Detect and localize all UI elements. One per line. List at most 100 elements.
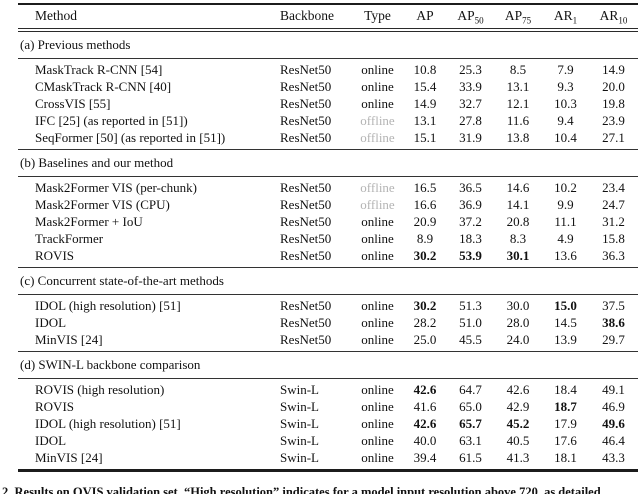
- cell-type: online: [361, 332, 394, 347]
- cell-metric-ar1: 13.6: [554, 248, 577, 263]
- cell-metric-ar1: 10.2: [554, 180, 577, 195]
- cell-metric-ar10: 38.6: [602, 315, 625, 330]
- cell-metric-ap50: 64.7: [459, 382, 482, 397]
- cell-metric-ap: 42.6: [413, 416, 437, 431]
- cell-method: ROVIS (high resolution): [35, 382, 165, 397]
- cell-metric-ap50: 27.8: [459, 113, 482, 128]
- cell-metric-ap75: 13.8: [506, 130, 530, 145]
- cell-metric-ar1: 15.0: [554, 298, 577, 313]
- cell-metric-ar10: 23.9: [602, 113, 625, 128]
- cell-metric-ar1: 9.4: [557, 113, 574, 128]
- cell-method: Mask2Former + IoU: [35, 214, 143, 229]
- column-header-method: Method: [35, 8, 77, 23]
- table-row: IDOL Swin-L online 40.0 63.1 40.5 17.6 46.4: [18, 432, 638, 449]
- section-header-row: (d) SWIN-L backbone comparison: [18, 351, 638, 379]
- cell-metric-ap50: 36.9: [459, 197, 482, 212]
- cell-type: online: [361, 62, 394, 77]
- column-header-backbone: Backbone: [280, 8, 334, 23]
- cell-method: ROVIS: [35, 248, 75, 263]
- cell-type: offline: [360, 113, 395, 128]
- cell-backbone: Swin-L: [280, 382, 319, 397]
- table-caption-text: 2. Results on OVIS validation set. “High…: [2, 485, 601, 494]
- cell-metric-ap75: 11.6: [506, 113, 530, 128]
- cell-metric-ap50: 32.7: [459, 96, 482, 111]
- cell-metric-ap75: 8.3: [509, 231, 527, 246]
- cell-metric-ap: 39.4: [413, 450, 437, 465]
- cell-metric-ap75: 12.1: [506, 96, 530, 111]
- table-row: SeqFormer [50] (as reported in [51]) ResN…: [18, 129, 638, 150]
- cell-metric-ap: 15.1: [413, 130, 437, 145]
- cell-metric-ar1: 17.6: [554, 433, 577, 448]
- column-header-ap: AP: [416, 8, 434, 23]
- cell-type: offline: [360, 180, 395, 195]
- cell-metric-ar10: 20.0: [602, 79, 625, 94]
- cell-metric-ap75: 30.1: [506, 248, 530, 263]
- column-header-ap75: AP75: [504, 8, 532, 26]
- table-row: ROVIS Swin-L online 41.6 65.0 42.9 18.7 46.9: [18, 398, 638, 415]
- table-row: IDOL (high resolution) [51] ResNet50 onlin…: [18, 295, 638, 315]
- cell-metric-ap75: 14.1: [506, 197, 530, 212]
- cell-metric-ar1: 14.5: [554, 315, 577, 330]
- table-row: CrossVIS [55] ResNet50 online 14.9 32.7 12.1 1…: [18, 95, 638, 112]
- cell-metric-ap50: 36.5: [459, 180, 482, 195]
- cell-metric-ap50: 37.2: [459, 214, 482, 229]
- cell-metric-ap: 20.9: [413, 214, 437, 229]
- section-header-row: (b) Baselines and our method: [18, 149, 638, 177]
- cell-metric-ar10: 36.3: [602, 248, 625, 263]
- cell-metric-ap75: 28.0: [506, 315, 530, 330]
- cell-method: Mask2Former VIS (CPU): [35, 197, 170, 212]
- column-header-type: Type: [364, 8, 391, 23]
- cell-method: IDOL: [35, 315, 67, 330]
- cell-backbone: ResNet50: [280, 214, 332, 229]
- cell-metric-ar1: 7.9: [557, 62, 574, 77]
- cell-metric-ap: 42.6: [413, 382, 437, 397]
- table-row: ROVIS ResNet50 online 30.2 53.9 30.1 13.6 36.3: [18, 247, 638, 268]
- cell-type: online: [361, 214, 394, 229]
- cell-backbone: ResNet50: [280, 180, 332, 195]
- cell-method: ROVIS: [35, 399, 75, 414]
- cell-metric-ap75: 42.6: [506, 382, 530, 397]
- table-row: CMaskTrack R-CNN [40] ResNet50 online 15.4 3…: [18, 78, 638, 95]
- cell-metric-ap: 41.6: [413, 399, 437, 414]
- cell-metric-ap75: 20.8: [506, 214, 530, 229]
- results-table: Method Backbone Type AP AP50 AP75 AR1 AR10 (a) …: [18, 3, 638, 472]
- cell-metric-ar10: 27.1: [602, 130, 625, 145]
- cell-metric-ap75: 42.9: [506, 399, 530, 414]
- cell-backbone: ResNet50: [280, 298, 332, 313]
- cell-type: online: [361, 298, 394, 313]
- cell-metric-ap: 13.1: [413, 113, 437, 128]
- table-row: Mask2Former VIS (per-chunk) ResNet50 offli…: [18, 177, 638, 197]
- cell-metric-ap50: 31.9: [459, 130, 482, 145]
- cell-type: online: [361, 382, 394, 397]
- table-row: Mask2Former VIS (CPU) ResNet50 offline 16.6…: [18, 196, 638, 213]
- section-title: (d) SWIN-L backbone comparison: [18, 351, 638, 379]
- cell-metric-ar10: 46.4: [602, 433, 625, 448]
- section-title: (c) Concurrent state-of-the-art methods: [18, 267, 638, 295]
- cell-metric-ap50: 65.7: [459, 416, 482, 431]
- cell-backbone: ResNet50: [280, 113, 332, 128]
- cell-metric-ar1: 11.1: [554, 214, 577, 229]
- table-row: Mask2Former + IoU ResNet50 online 20.9 37.2 2…: [18, 213, 638, 230]
- table-body: (a) Previous methods MaskTrack R-CNN [54]…: [18, 29, 638, 471]
- cell-method: MinVIS [24]: [35, 450, 103, 465]
- cell-metric-ap50: 18.3: [459, 231, 482, 246]
- table-row: IFC [25] (as reported in [51]) ResNet50 of…: [18, 112, 638, 129]
- cell-metric-ar10: 14.9: [602, 62, 625, 77]
- cell-metric-ap: 28.2: [413, 315, 437, 330]
- column-header-ap50: AP50: [457, 8, 484, 26]
- cell-metric-ar1: 10.4: [554, 130, 577, 145]
- cell-backbone: ResNet50: [280, 248, 332, 263]
- cell-metric-ap75: 40.5: [506, 433, 530, 448]
- section-header-row: (a) Previous methods: [18, 29, 638, 59]
- cell-metric-ar10: 15.8: [602, 231, 625, 246]
- cell-metric-ap50: 65.0: [459, 399, 482, 414]
- cell-metric-ar1: 9.9: [557, 197, 574, 212]
- cell-metric-ap: 8.9: [416, 231, 434, 246]
- cell-metric-ap50: 63.1: [459, 433, 482, 448]
- cell-metric-ar10: 23.4: [602, 180, 625, 195]
- cell-type: online: [361, 433, 394, 448]
- cell-method: IDOL (high resolution) [51]: [35, 298, 181, 313]
- cell-backbone: Swin-L: [280, 399, 319, 414]
- cell-metric-ap50: 33.9: [459, 79, 482, 94]
- cell-type: offline: [360, 197, 395, 212]
